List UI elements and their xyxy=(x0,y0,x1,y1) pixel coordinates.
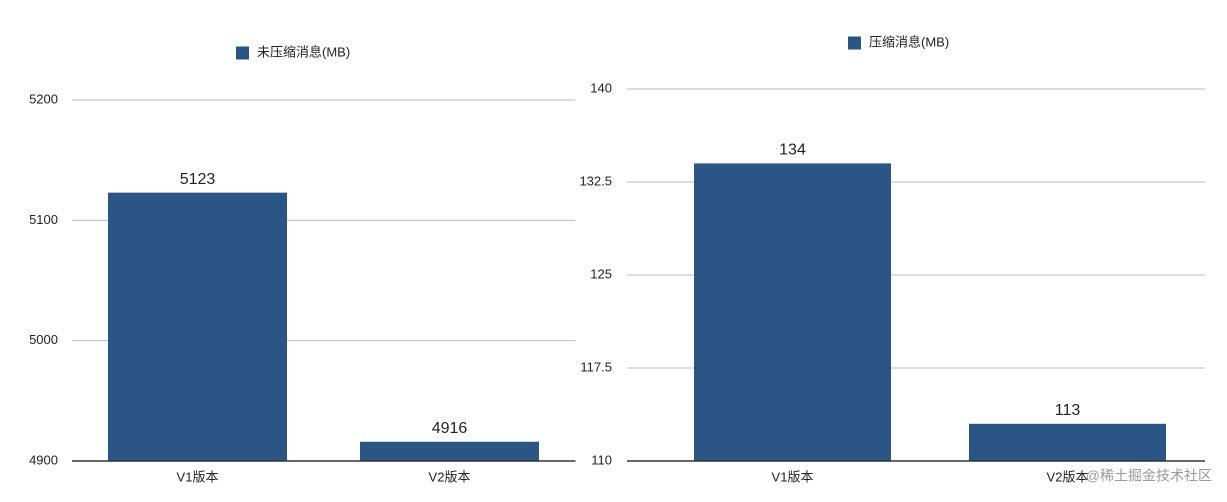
bar xyxy=(360,441,539,461)
y-tick-label: 4900 xyxy=(29,452,58,467)
legend-swatch xyxy=(236,46,249,60)
chart: 4900 5000 5100 5200 未压缩消息(MB) 5123 V1版本 4916 V2版… xyxy=(29,44,576,484)
y-tick-label: 132.5 xyxy=(579,173,612,188)
data-label: 5123 xyxy=(180,171,216,188)
x-tick-label: V1版本 xyxy=(177,469,219,484)
y-tick-label: 117.5 xyxy=(580,359,612,374)
data-label: 134 xyxy=(779,142,806,159)
bar xyxy=(108,192,287,461)
y-tick-label: 125 xyxy=(590,266,612,281)
data-label: 113 xyxy=(1055,402,1081,419)
bar xyxy=(969,423,1166,461)
y-tick-label: 140 xyxy=(590,80,612,95)
x-tick-label: V1版本 xyxy=(772,469,814,484)
legend-label: 未压缩消息(MB) xyxy=(257,44,350,59)
x-tick-label: V2版本 xyxy=(1047,469,1089,484)
y-tick-label: 5200 xyxy=(29,91,58,106)
legend-swatch xyxy=(848,36,861,50)
x-tick-label: V2版本 xyxy=(429,469,471,484)
y-tick-label: 5100 xyxy=(29,212,58,227)
watermark: @稀土掘金技术社区 xyxy=(1086,468,1212,484)
chart: 110 117.5 125 132.5 140 压缩消息(MB) 134 V1版本 113 V2版… xyxy=(579,34,1205,484)
y-tick-label: 110 xyxy=(591,452,612,467)
bar xyxy=(694,163,891,461)
legend-label: 压缩消息(MB) xyxy=(869,34,949,49)
data-label: 4916 xyxy=(432,420,468,437)
y-tick-label: 5000 xyxy=(29,332,58,347)
